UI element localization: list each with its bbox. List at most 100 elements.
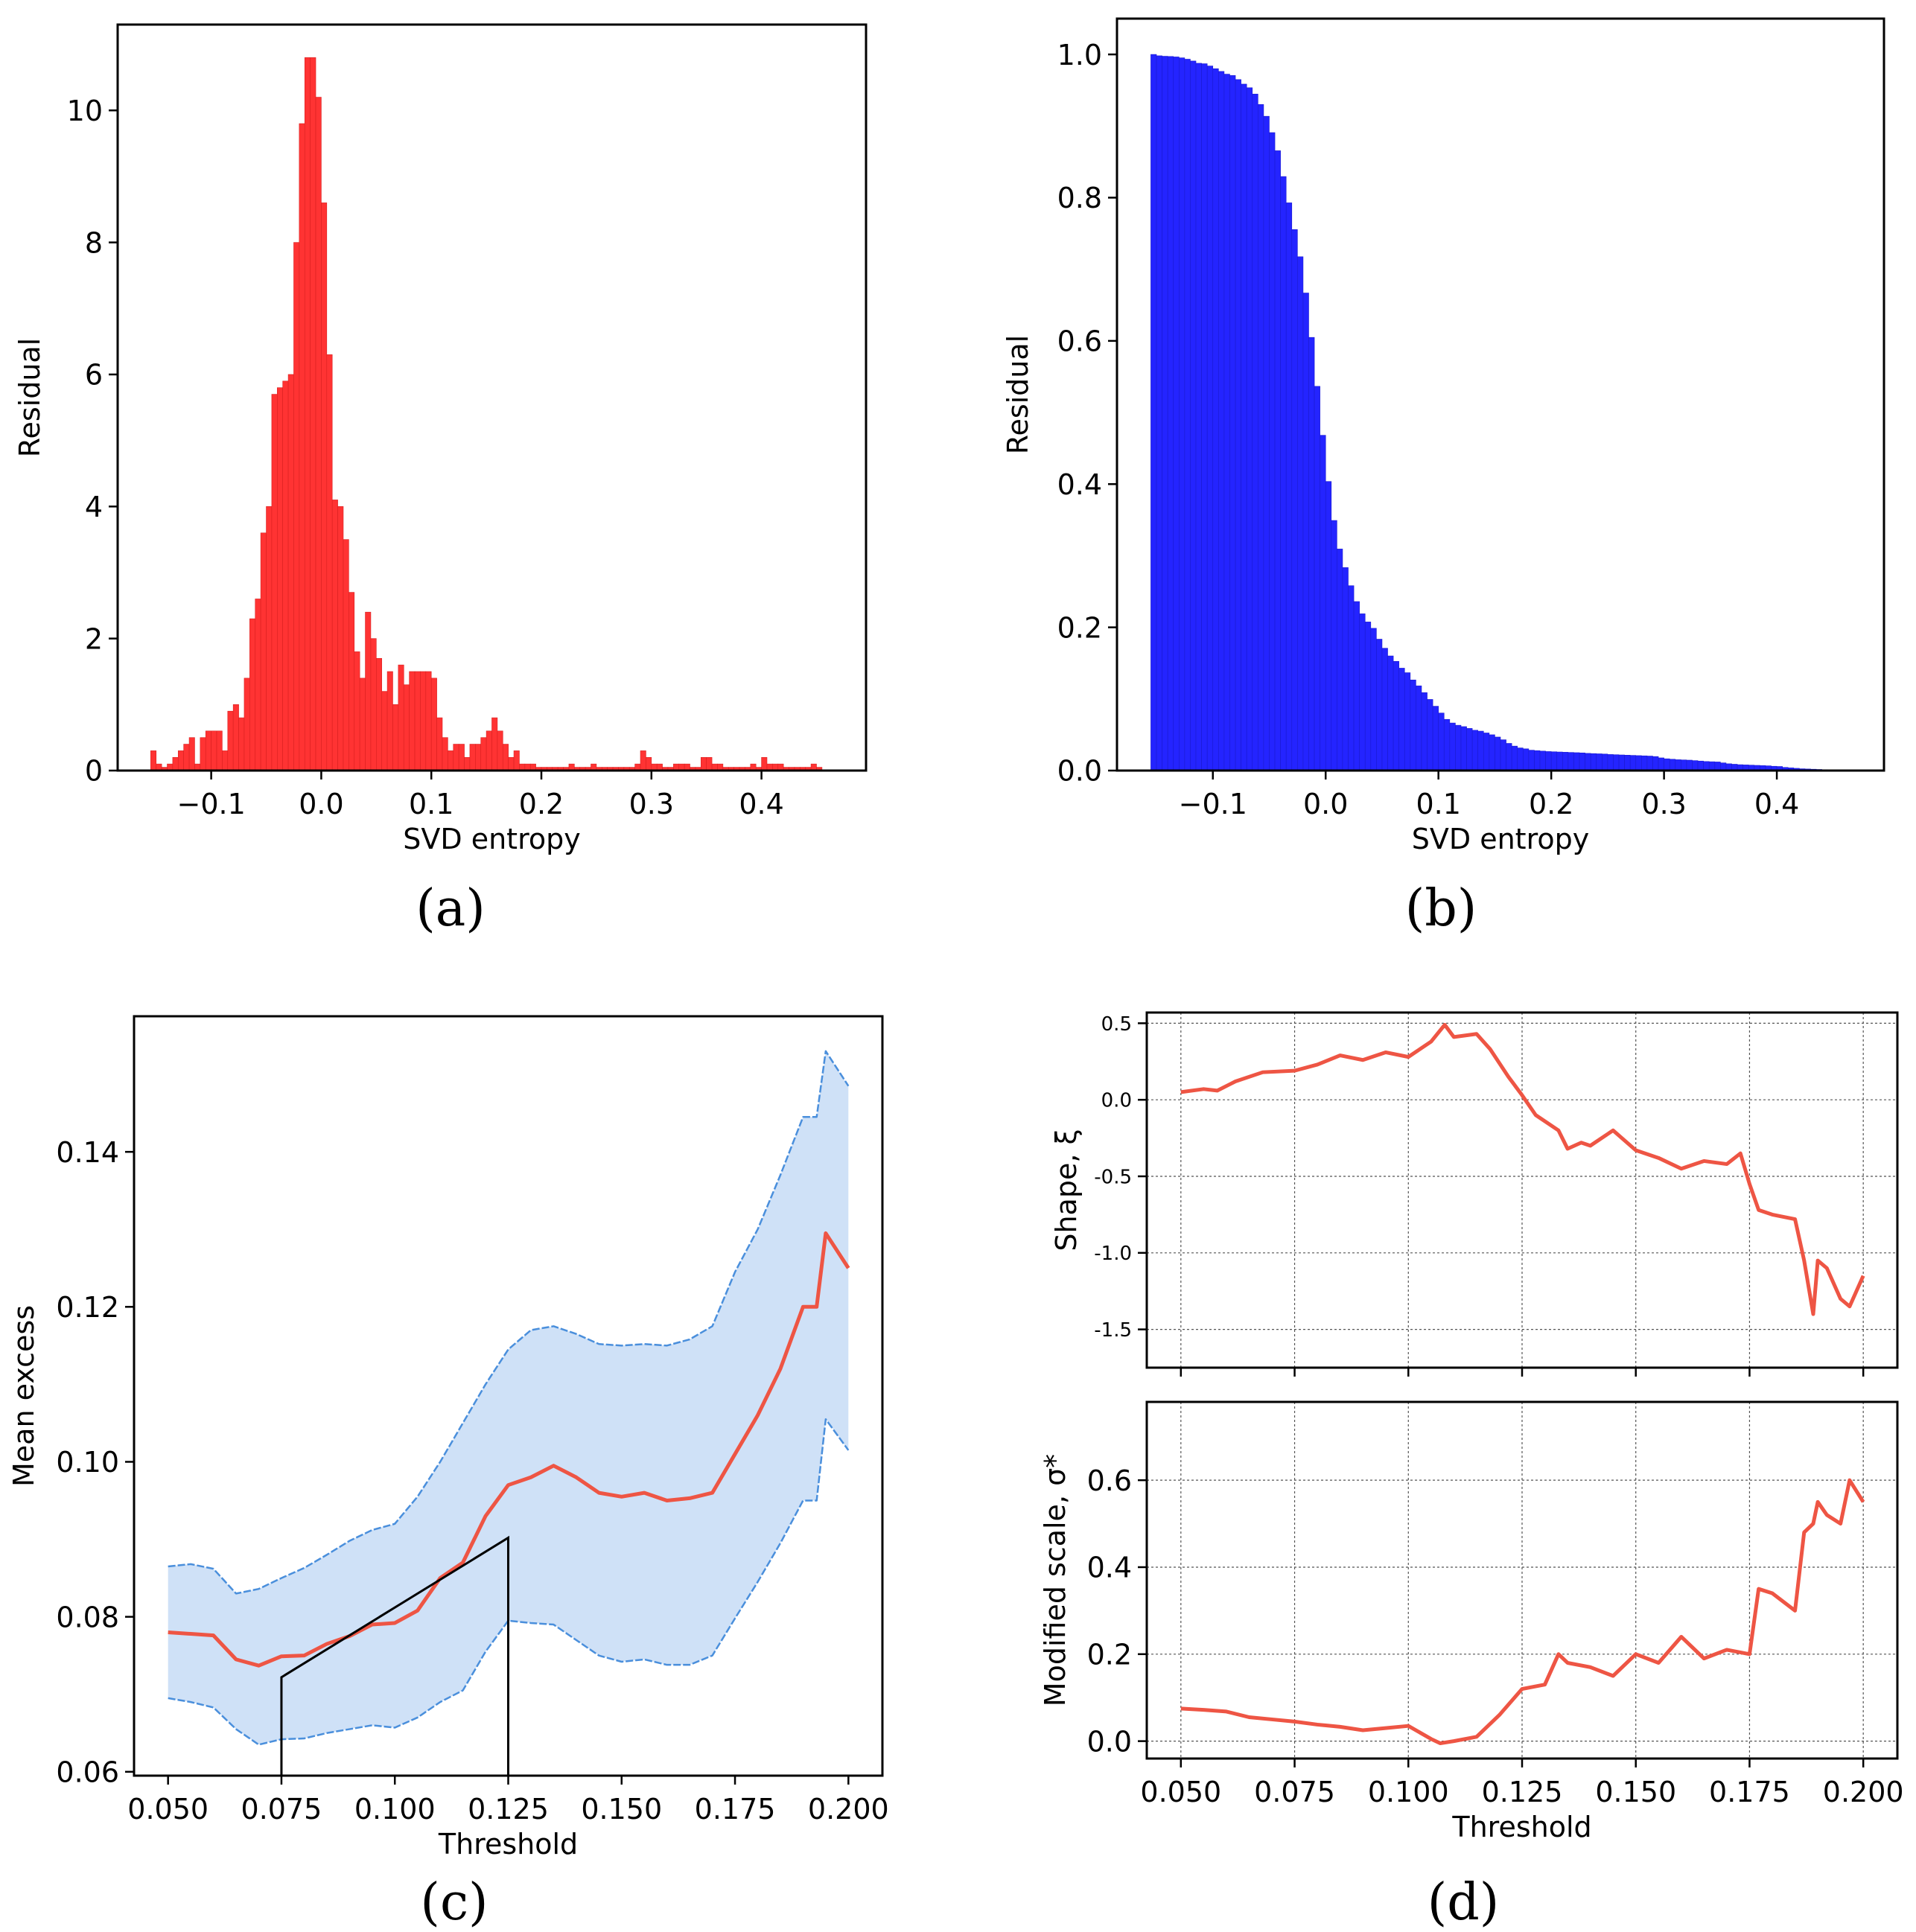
survival-bar: [1562, 752, 1569, 771]
x-tick-label: −0.1: [176, 788, 245, 820]
survival-bar: [1410, 679, 1416, 771]
y-tick-label: 0.0: [1057, 755, 1102, 788]
survival-bar: [1443, 718, 1451, 771]
histogram-bar: [354, 651, 360, 771]
survival-bar: [1635, 755, 1642, 771]
survival-bar: [1522, 748, 1530, 771]
histogram-bar: [761, 756, 768, 771]
y-axis-label: Modified scale, σ*: [1039, 1454, 1072, 1706]
survival-bar: [1353, 601, 1360, 771]
x-tick-label: 0.125: [1482, 1776, 1563, 1808]
x-tick-label: 0.1: [1416, 788, 1460, 820]
survival-bar: [1229, 75, 1236, 771]
histogram-bar: [359, 678, 366, 771]
histogram-bar: [227, 710, 234, 771]
histogram-bar: [266, 506, 273, 771]
survival-bar: [1466, 728, 1473, 771]
histogram-bar: [425, 671, 432, 771]
x-tick-label: 0.1: [409, 788, 453, 820]
lower-bound-line: [168, 1418, 850, 1746]
survival-bar: [1460, 726, 1467, 771]
survival-bar: [1579, 752, 1585, 771]
histogram-bar: [436, 717, 443, 771]
survival-bar: [1285, 203, 1293, 771]
histogram-bar: [480, 737, 487, 771]
survival-bar: [1534, 750, 1541, 771]
survival-bar: [1342, 567, 1349, 771]
survival-bar: [1314, 386, 1320, 771]
survival-bar: [1506, 743, 1512, 771]
histogram-bar: [409, 671, 416, 771]
x-tick-label: 0.175: [695, 1793, 776, 1826]
survival-bar: [1471, 730, 1479, 771]
upper-bound-line: [168, 1050, 850, 1595]
y-tick-label: 10: [67, 95, 103, 127]
survival-bar: [1646, 756, 1653, 771]
histogram-bar: [442, 737, 448, 771]
survival-bar: [1613, 754, 1620, 771]
x-tick-label: 0.050: [127, 1793, 209, 1826]
y-tick-label: 0.4: [1087, 1552, 1132, 1584]
survival-bar: [1618, 754, 1625, 771]
survival-bar: [1664, 758, 1670, 771]
axes-frame: [116, 23, 868, 772]
shape-subplot: 0.5 0.0 -0.5 -1.0 -1.5 Shape, ξ: [1050, 1011, 1899, 1377]
survival-bar: [1252, 94, 1258, 771]
survival-bar: [1398, 668, 1405, 771]
y-tick-label: 0.06: [56, 1756, 119, 1788]
panel-label: (d): [1428, 1873, 1500, 1932]
survival-bar: [1686, 759, 1693, 771]
survival-bar: [1438, 712, 1445, 771]
survival-bar: [1602, 753, 1608, 771]
survival-bar: [1167, 56, 1174, 771]
panel-a-histogram: −0.1 0.0 0.1 0.2 0.3 0.4 0 2 4 6 8 10 Residual SVD en…: [13, 23, 868, 938]
survival-bar: [1308, 337, 1315, 771]
x-tick-label: 0.150: [1595, 1776, 1676, 1808]
survival-bar: [1568, 752, 1574, 771]
histogram-bar: [222, 750, 229, 771]
histogram-bar: [271, 394, 278, 771]
histogram-bar: [315, 97, 322, 771]
survival-bar: [1607, 754, 1614, 771]
y-tick-label: 0.5: [1101, 1013, 1132, 1036]
survival-bar: [1348, 585, 1355, 771]
survival-bar: [1280, 176, 1287, 771]
histogram-bar: [497, 730, 503, 771]
survival-bar: [1545, 751, 1552, 771]
survival-bar: [1681, 759, 1687, 771]
x-tick-label: 0.3: [1641, 788, 1686, 820]
histogram-bar: [188, 737, 195, 771]
survival-bar: [1528, 750, 1535, 771]
histogram-bar: [403, 684, 410, 771]
survival-bar: [1331, 520, 1337, 771]
survival-bar: [1246, 87, 1253, 771]
x-tick-label: 0.4: [739, 788, 783, 820]
x-tick-label: 0.2: [1529, 788, 1573, 820]
y-tick-label: 0.2: [1087, 1638, 1132, 1671]
x-tick-label: 0.200: [1823, 1776, 1904, 1808]
histogram-bar: [150, 750, 157, 771]
survival-bar: [1692, 760, 1699, 771]
survival-bar: [1590, 753, 1597, 771]
panel-b-survival-histogram: −0.1 0.0 0.1 0.2 0.3 0.4 0.0 0.2 0.4 0.6 0.8 1.0 Res…: [1002, 17, 1885, 938]
x-axis-label: SVD entropy: [403, 823, 580, 855]
survival-bar: [1156, 55, 1162, 771]
survival-bar: [1241, 83, 1247, 771]
survival-bar: [1573, 752, 1580, 771]
histogram-bar: [381, 691, 388, 771]
histogram-bar: [249, 618, 256, 771]
x-tick-label: 0.175: [1709, 1776, 1790, 1808]
survival-bar: [1427, 699, 1433, 771]
panel-label: (b): [1405, 879, 1477, 938]
histogram-bar: [420, 671, 427, 771]
survival-bar: [1550, 751, 1558, 771]
survival-bar: [1477, 730, 1484, 771]
survival-bar: [1370, 628, 1377, 771]
histogram-bar: [293, 242, 300, 771]
histogram-bar: [486, 730, 492, 771]
x-tick-label: 0.100: [354, 1793, 436, 1826]
histogram-bar: [502, 744, 509, 771]
histogram-bar: [260, 532, 267, 771]
axes-frame: [1115, 17, 1885, 772]
survival-bar: [1201, 63, 1208, 771]
